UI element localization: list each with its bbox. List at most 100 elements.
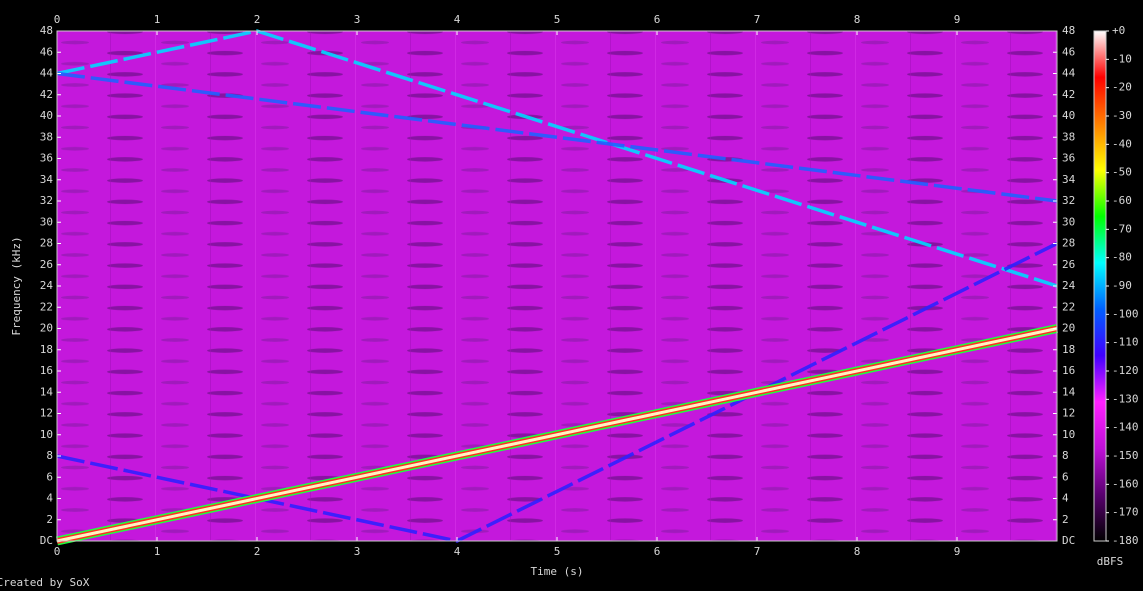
- y-tick-label-right: 20: [1062, 322, 1075, 335]
- y-tick-label-right: 48: [1062, 24, 1075, 37]
- y-tick-label-right: 28: [1062, 237, 1075, 250]
- y-tick-label-right: 32: [1062, 194, 1075, 207]
- colorbar-tick-label: -120: [1112, 364, 1139, 377]
- y-tick-label: 6: [46, 470, 53, 483]
- colorbar-tick-label: -10: [1112, 52, 1132, 65]
- x-tick-label: 2: [254, 545, 261, 558]
- y-tick-label: 2: [46, 513, 53, 526]
- y-tick-label-right: DC: [1062, 534, 1075, 547]
- colorbar-tick-label: -130: [1112, 392, 1139, 405]
- colorbar-tick-label: -70: [1112, 222, 1132, 235]
- x-tick-label: 6: [654, 545, 661, 558]
- y-tick-label-right: 30: [1062, 215, 1075, 228]
- y-tick-label-right: 42: [1062, 88, 1075, 101]
- colorbar-tick-label: -140: [1112, 421, 1139, 434]
- y-tick-label-right: 18: [1062, 343, 1075, 356]
- y-tick-label: 20: [40, 322, 53, 335]
- y-tick-label: 28: [40, 237, 53, 250]
- alias-line: [56, 71, 1058, 203]
- y-tick-label: 26: [40, 258, 53, 271]
- x-tick-label-top: 8: [854, 13, 861, 26]
- colorbar-label: dBFS: [1097, 555, 1124, 568]
- y-tick-label-right: 24: [1062, 279, 1076, 292]
- y-tick-label: 38: [40, 130, 53, 143]
- y-tick-label: 14: [40, 385, 54, 398]
- y-tick-label-right: 34: [1062, 173, 1076, 186]
- y-tick-label-right: 12: [1062, 407, 1075, 420]
- colorbar-tick-label: -60: [1112, 194, 1132, 207]
- y-tick-label: 46: [40, 45, 53, 58]
- colorbar-tick-label: -30: [1112, 109, 1132, 122]
- y-tick-label: 8: [46, 449, 53, 462]
- sweep-line: [56, 327, 1058, 543]
- x-tick-label-top: 7: [754, 13, 761, 26]
- y-tick-label-right: 22: [1062, 300, 1075, 313]
- y-tick-label: 10: [40, 428, 53, 441]
- colorbar-tick-label: +0: [1112, 24, 1125, 37]
- y-tick-label-right: 36: [1062, 152, 1075, 165]
- x-tick-label: 5: [554, 545, 561, 558]
- x-tick-label: 9: [954, 545, 961, 558]
- colorbar-tick-label: -110: [1112, 336, 1139, 349]
- y-axis-label: Frequency (kHz): [10, 236, 23, 335]
- x-tick-label-top: 4: [454, 13, 461, 26]
- colorbar-tick-label: -20: [1112, 81, 1132, 94]
- plot-texture: [57, 31, 1057, 541]
- y-tick-label: 42: [40, 88, 53, 101]
- plot-frame: [56, 30, 1058, 542]
- y-tick-label-right: 44: [1062, 67, 1076, 80]
- y-tick-label-right: 40: [1062, 109, 1075, 122]
- colorbar-tick-label: -90: [1112, 279, 1132, 292]
- colorbar-tick-label: -160: [1112, 477, 1139, 490]
- y-tick-label-right: 8: [1062, 449, 1069, 462]
- x-tick-label-top: 3: [354, 13, 361, 26]
- y-tick-label: 34: [40, 173, 54, 186]
- x-tick-label: 3: [354, 545, 361, 558]
- y-tick-label-right: 16: [1062, 364, 1075, 377]
- colorbar-tick-label: -50: [1112, 166, 1132, 179]
- y-tick-label-right: 4: [1062, 492, 1069, 505]
- x-tick-label: 4: [454, 545, 461, 558]
- y-tick-label: 32: [40, 194, 53, 207]
- y-tick-label: 44: [40, 67, 54, 80]
- footer: Created by SoX: [0, 576, 90, 589]
- y-tick-label: 30: [40, 215, 53, 228]
- colorbar: [1093, 30, 1107, 542]
- x-tick-label-top: 6: [654, 13, 661, 26]
- y-tick-label: 22: [40, 300, 53, 313]
- colorbar-tick-label: -150: [1112, 449, 1139, 462]
- y-tick-label: 24: [40, 279, 54, 292]
- y-tick-label: DC: [40, 534, 53, 547]
- x-tick-label: 0: [54, 545, 61, 558]
- colorbar-tick-label: -180: [1112, 534, 1139, 547]
- y-tick-label: 16: [40, 364, 53, 377]
- y-tick-label-right: 26: [1062, 258, 1075, 271]
- y-tick-label: 48: [40, 24, 53, 37]
- y-tick-label-right: 38: [1062, 130, 1075, 143]
- x-axis-label: Time (s): [531, 565, 584, 578]
- y-tick-label-right: 2: [1062, 513, 1069, 526]
- x-tick-label-top: 9: [954, 13, 961, 26]
- x-tick-label-top: 5: [554, 13, 561, 26]
- colorbar-tick-label: -80: [1112, 251, 1132, 264]
- y-tick-label: 4: [46, 492, 53, 505]
- x-tick-label: 7: [754, 545, 761, 558]
- y-tick-label: 12: [40, 407, 53, 420]
- y-tick-label: 40: [40, 109, 53, 122]
- y-tick-label: 36: [40, 152, 53, 165]
- colorbar-tick-label: -100: [1112, 307, 1139, 320]
- x-tick-label-top: 2: [254, 13, 261, 26]
- y-tick-label: 18: [40, 343, 53, 356]
- y-tick-label-right: 14: [1062, 385, 1076, 398]
- y-tick-label-right: 10: [1062, 428, 1075, 441]
- x-tick-label: 1: [154, 545, 161, 558]
- y-tick-label-right: 46: [1062, 45, 1075, 58]
- colorbar-tick-label: -170: [1112, 506, 1139, 519]
- y-tick-label-right: 6: [1062, 470, 1069, 483]
- x-tick-label-top: 0: [54, 13, 61, 26]
- x-tick-label: 8: [854, 545, 861, 558]
- colorbar-tick-label: -40: [1112, 137, 1132, 150]
- x-tick-label-top: 1: [154, 13, 161, 26]
